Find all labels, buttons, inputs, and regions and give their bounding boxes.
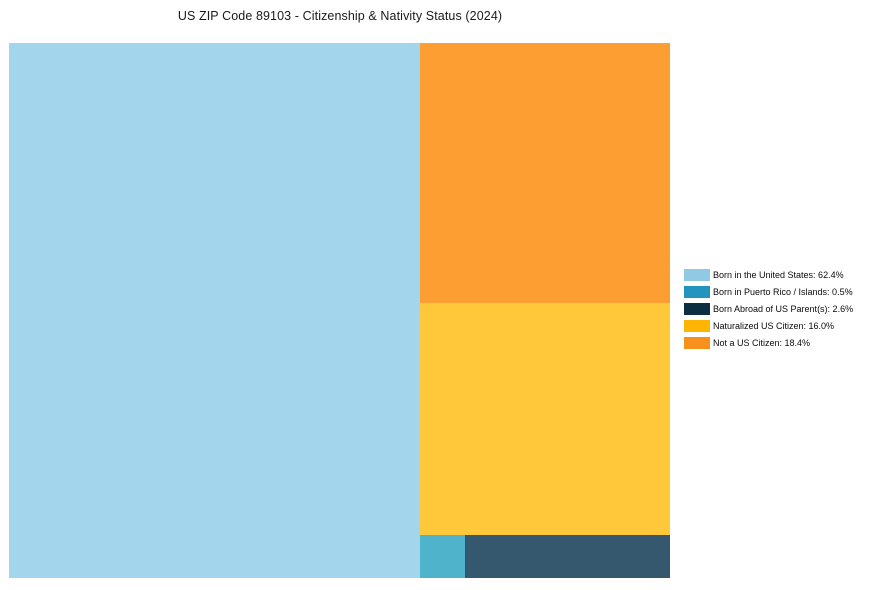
legend-item-label: Born in Puerto Rico / Islands: 0.5% (713, 286, 853, 297)
treemap-tile[interactable]: Not a US Citizen (420, 43, 670, 303)
legend-item-label: Born Abroad of US Parent(s): 2.6% (713, 303, 854, 314)
legend-swatch-icon (684, 302, 710, 315)
legend-item[interactable]: Born in Puerto Rico / Islands: 0.5% (684, 283, 884, 300)
legend-swatch-icon (684, 336, 710, 349)
legend-item-label: Born in the United States: 62.4% (713, 269, 844, 280)
legend-swatch-icon (684, 268, 710, 281)
legend-swatch-icon (684, 285, 710, 298)
legend-item-label: Naturalized US Citizen: 16.0% (713, 320, 835, 331)
legend-item[interactable]: Born Abroad of US Parent(s): 2.6% (684, 300, 884, 317)
legend-item[interactable]: Naturalized US Citizen: 16.0% (684, 317, 884, 334)
legend-item[interactable]: Born in the United States: 62.4% (684, 266, 884, 283)
treemap-tile[interactable]: Naturalized US Citizen (420, 303, 670, 535)
legend-item[interactable]: Not a US Citizen: 18.4% (684, 334, 884, 351)
legend: Born in the United States: 62.4% Born in … (684, 266, 884, 351)
treemap-plot-area: Born in the United StatesNot a US Citize… (9, 43, 670, 578)
treemap-tile[interactable]: Born in Puerto Rico / Islands (420, 534, 465, 578)
legend-swatch-icon (684, 319, 710, 332)
page-title: US ZIP Code 89103 - Citizenship & Nativi… (177, 9, 503, 23)
legend-item-label: Not a US Citizen: 18.4% (713, 337, 811, 348)
treemap-tile[interactable]: Born Abroad of US Parent(s) (465, 534, 670, 578)
treemap-tile[interactable]: Born in the United States (9, 43, 420, 578)
